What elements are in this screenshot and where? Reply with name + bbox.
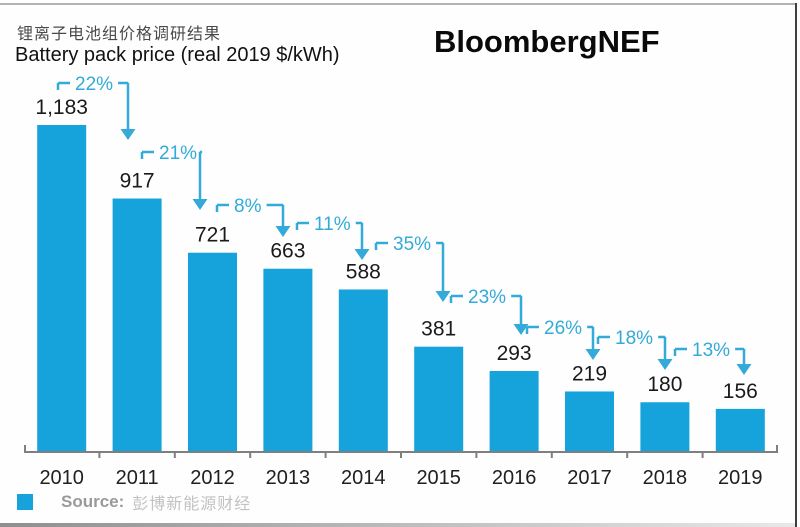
bar-2014	[338, 289, 388, 452]
top-border-line	[0, 3, 796, 5]
bar-2013	[263, 268, 313, 452]
value-label-2010: 1,183	[35, 96, 88, 119]
bar-2017	[565, 391, 614, 452]
year-label-2011: 2011	[116, 467, 159, 489]
year-label-2016: 2016	[492, 467, 537, 489]
percent-label-2012: 21%	[159, 143, 197, 164]
percent-label-2013: 8%	[234, 196, 262, 217]
down-arrow-head	[120, 129, 136, 140]
percent-label-2019: 13%	[692, 340, 730, 361]
percent-label-2016: 23%	[468, 287, 506, 308]
percent-label-2017: 26%	[544, 318, 582, 339]
decline-annotation-2017-2018: 18%	[596, 328, 673, 370]
bar-2018	[640, 402, 690, 452]
decline-annotation-2011-2012: 21%	[140, 143, 208, 210]
bloombergnef-logo: BloombergNEF	[434, 24, 660, 59]
percent-label-2014: 11%	[314, 214, 351, 235]
value-label-2019: 156	[723, 380, 758, 403]
year-label-2015: 2015	[416, 467, 461, 489]
right-border-line	[795, 3, 797, 527]
percent-label-2011: 22%	[75, 74, 113, 95]
year-label-2018: 2018	[643, 467, 688, 489]
source-value: 彭博新能源财经	[132, 496, 252, 513]
down-arrow-head	[354, 249, 370, 260]
source-label: Source:	[61, 492, 125, 511]
decline-annotation-2018-2019: 13%	[673, 340, 752, 375]
year-label-2017: 2017	[567, 467, 612, 489]
down-arrow-head	[657, 359, 673, 370]
percent-label-2018: 18%	[615, 328, 653, 349]
year-label-2019: 2019	[718, 467, 763, 489]
value-label-2011: 917	[120, 170, 155, 193]
source-row: Source: 彭博新能源财经	[17, 492, 252, 513]
down-arrow-head	[192, 199, 208, 210]
value-label-2013: 663	[270, 240, 305, 263]
legend-swatch	[17, 494, 33, 510]
decline-annotation-2015-2016: 23%	[449, 287, 529, 335]
chart-title-chinese: 锂离子电池组价格调研结果	[17, 26, 222, 43]
year-label-2012: 2012	[190, 467, 235, 489]
value-label-2018: 180	[647, 373, 682, 396]
bar-2019	[715, 408, 765, 452]
down-arrow-head	[513, 324, 529, 335]
bottom-border-line	[0, 523, 795, 527]
value-label-2016: 293	[497, 342, 532, 365]
decline-annotation-2013-2014: 11%	[295, 214, 370, 260]
bar-2011	[112, 198, 162, 452]
down-arrow-head	[736, 364, 752, 375]
value-label-2012: 721	[195, 224, 230, 247]
decline-annotation-2016-2017: 26%	[525, 318, 601, 360]
down-arrow-head	[585, 349, 601, 360]
percent-label-2015: 35%	[393, 234, 431, 255]
value-label-2014: 588	[346, 260, 381, 283]
decline-annotation-2014-2015: 35%	[374, 234, 451, 302]
decline-annotation-2012-2013: 8%	[215, 196, 291, 237]
bar-2015	[414, 346, 464, 452]
chart-title-english: Battery pack price (real 2019 $/kWh)	[15, 44, 340, 66]
bar-2016	[489, 371, 539, 452]
value-label-2017: 219	[572, 362, 607, 385]
decline-annotation-2010-2011: 22%	[56, 74, 136, 140]
year-label-2014: 2014	[341, 467, 386, 489]
year-label-2013: 2013	[266, 467, 311, 489]
down-arrow-head	[275, 226, 291, 237]
value-label-2015: 381	[421, 318, 456, 341]
down-arrow-head	[435, 291, 451, 302]
bar-2010	[37, 125, 87, 452]
year-label-2010: 2010	[39, 467, 84, 489]
bar-2012	[188, 252, 237, 452]
